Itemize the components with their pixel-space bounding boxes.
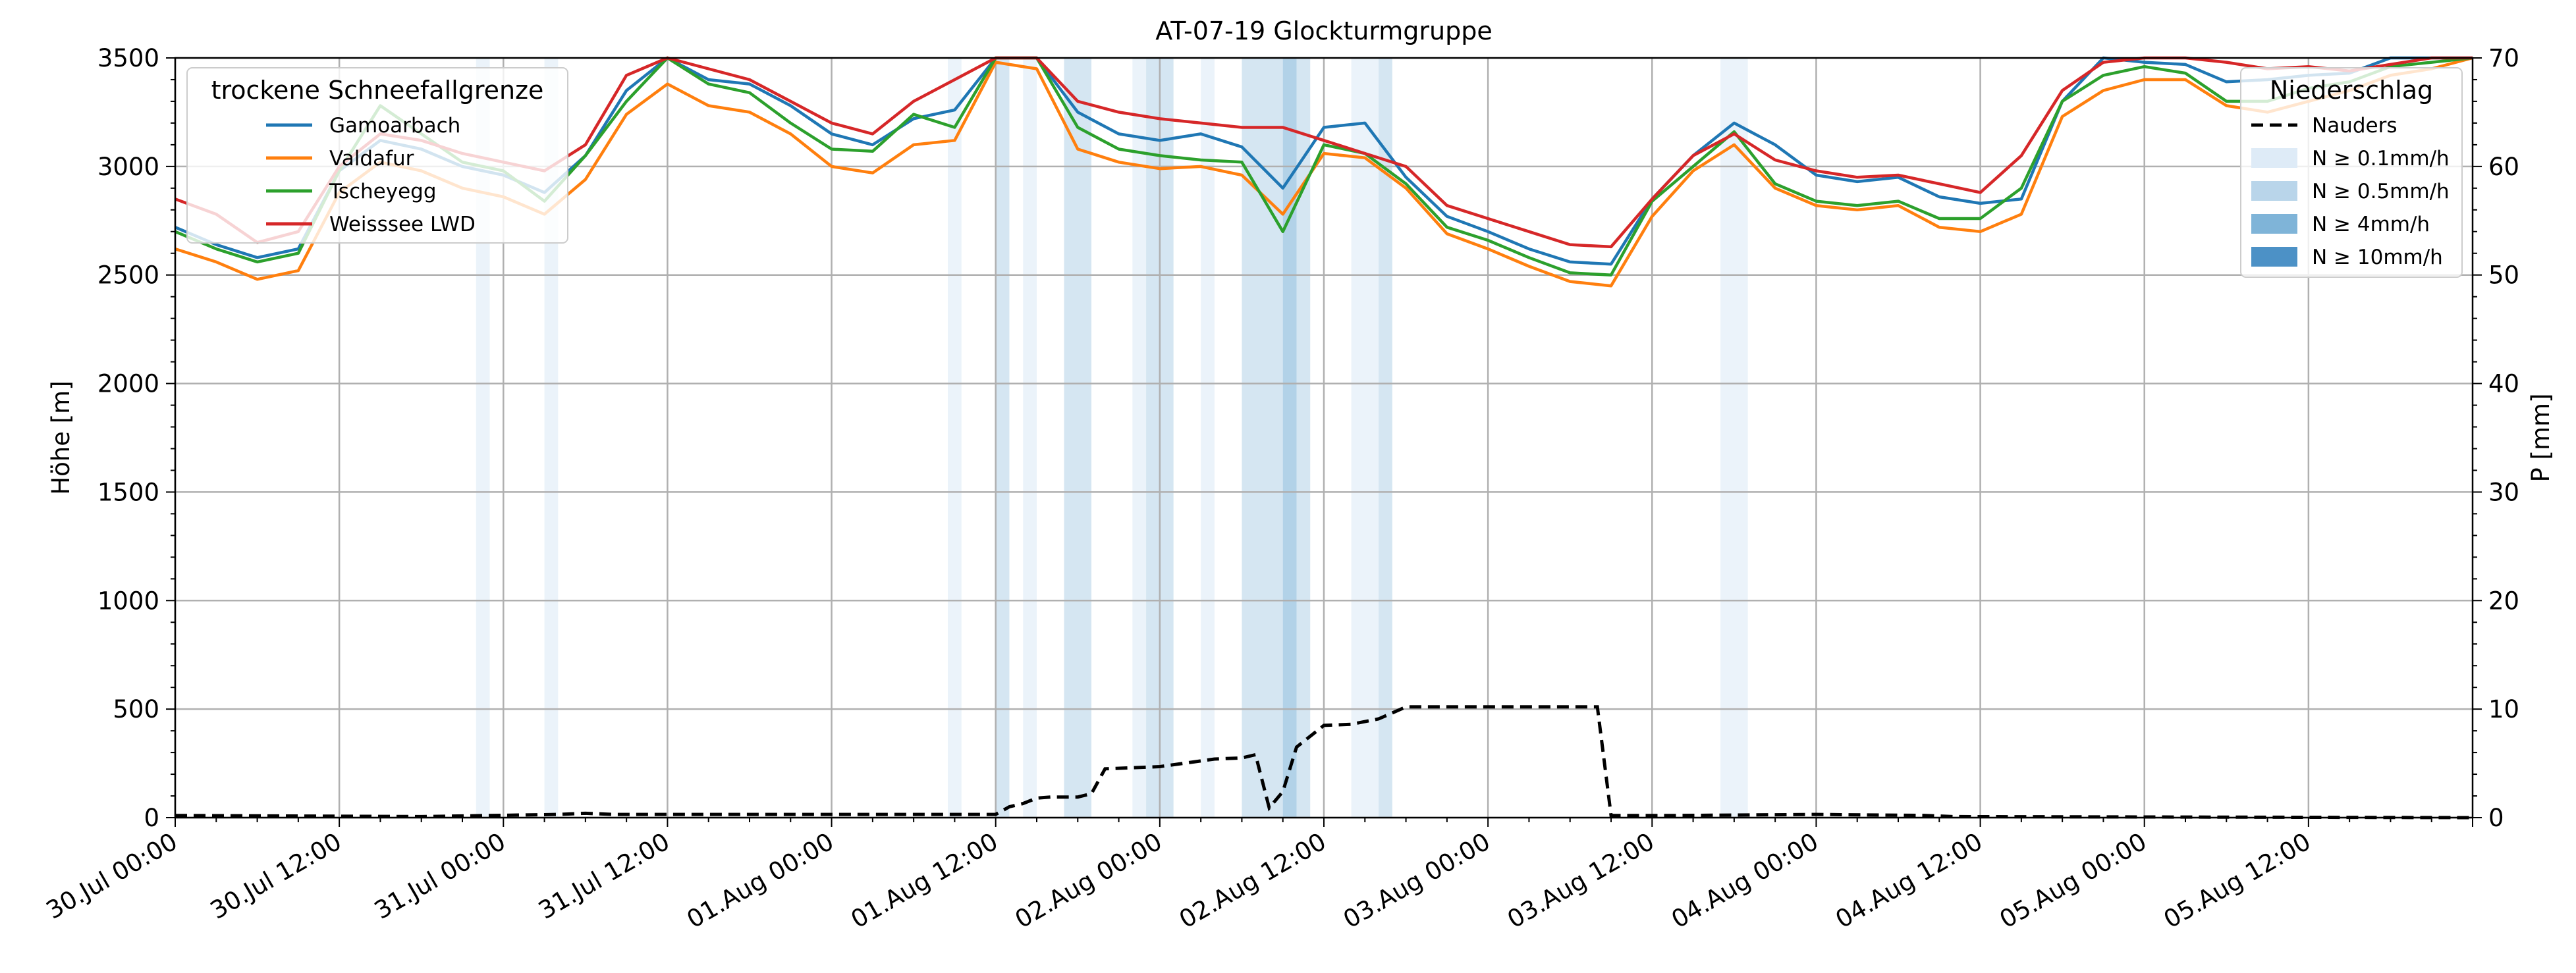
precip-band xyxy=(948,58,962,818)
legend-left-items: Gamoarbach Valdafur Tscheyegg Weisssee LWD xyxy=(266,114,476,236)
legend-label-weisssee-lwd: Weisssee LWD xyxy=(329,213,476,236)
legend-band-items: N ≥ 0.1mm/h N ≥ 0.5mm/h N ≥ 4mm/h N ≥ 10mm/… xyxy=(2251,147,2450,269)
legend-right-title: Niederschlag xyxy=(2270,76,2433,105)
y-tick-label-right: 70 xyxy=(2488,44,2519,72)
precip-band xyxy=(1242,58,1283,818)
y-tick-label-left: 0 xyxy=(144,804,159,832)
precip-band xyxy=(476,58,490,818)
y-tick-label-left: 3500 xyxy=(97,44,159,72)
legend-band-swatch xyxy=(2251,214,2297,234)
precip-band xyxy=(1720,58,1748,818)
legend-band-label: N ≥ 0.1mm/h xyxy=(2312,147,2450,171)
legend-left: trockene Schneefallgrenze Gamoarbach Vald… xyxy=(186,67,568,244)
y-tick-label-right: 20 xyxy=(2488,587,2519,615)
legend-label-valdafur: Valdafur xyxy=(329,147,414,171)
legend-band-label: N ≥ 0.5mm/h xyxy=(2312,180,2450,203)
legend-band-swatch xyxy=(2251,148,2297,168)
y-tick-label-left: 1000 xyxy=(97,587,159,615)
y-tick-label-right: 40 xyxy=(2488,370,2519,398)
legend-band-swatch xyxy=(2251,247,2297,267)
precip-band xyxy=(1296,58,1311,818)
y-axis-label-right: P [mm] xyxy=(2527,393,2555,482)
legend-band-label: N ≥ 10mm/h xyxy=(2312,246,2443,269)
y-tick-label-left: 2000 xyxy=(97,370,159,398)
precip-band xyxy=(1023,58,1037,818)
legend-label-gamoarbach: Gamoarbach xyxy=(329,114,460,138)
precip-band xyxy=(1351,58,1379,818)
y-tick-label-right: 30 xyxy=(2488,478,2519,506)
precip-band xyxy=(1282,58,1297,818)
y-tick-label-right: 60 xyxy=(2488,153,2519,181)
y-tick-label-left: 500 xyxy=(113,695,159,723)
y-tick-label-left: 3000 xyxy=(97,153,159,181)
series-line-nauders xyxy=(175,705,2473,820)
y-tick-label-right: 0 xyxy=(2488,804,2504,832)
precip-band xyxy=(1201,58,1215,818)
legend-band-swatch xyxy=(2251,181,2297,201)
precip-band xyxy=(1132,58,1147,818)
precip-band xyxy=(1064,58,1092,818)
y-tick-label-right: 50 xyxy=(2488,261,2519,290)
legend-right: Niederschlag Nauders N ≥ 0.1mm/h N ≥ 0.5m… xyxy=(2240,67,2463,278)
legend-label-tscheyegg: Tscheyegg xyxy=(329,180,437,203)
legend-nauders-label: Nauders xyxy=(2312,114,2397,138)
precip-band xyxy=(1379,58,1392,818)
precip-band xyxy=(544,58,559,818)
y-tick-label-left: 2500 xyxy=(97,261,159,290)
legend-band-label: N ≥ 4mm/h xyxy=(2312,213,2430,236)
y-axis-label-left: Höhe [m] xyxy=(47,381,75,494)
y-tick-label-right: 10 xyxy=(2488,695,2519,723)
plot-frame xyxy=(174,57,2474,819)
legend-left-title: trockene Schneefallgrenze xyxy=(211,76,544,105)
precip-band xyxy=(995,58,1010,818)
legend-left-box xyxy=(186,67,568,244)
y-tick-label-left: 1500 xyxy=(97,478,159,506)
chart-title: AT-07-19 Glockturmgruppe xyxy=(1155,16,1493,45)
